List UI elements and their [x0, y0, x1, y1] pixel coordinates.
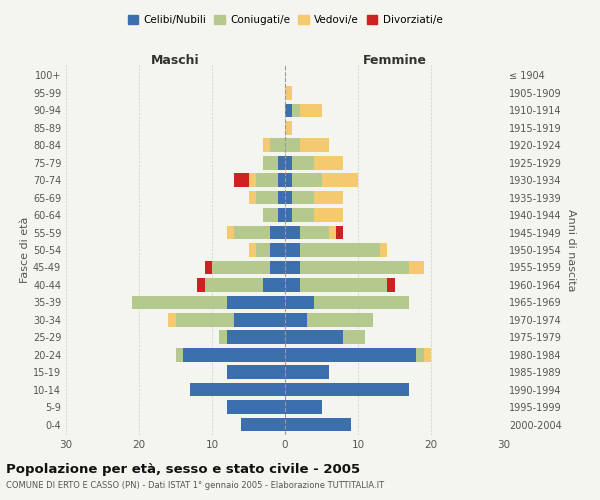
Bar [271, 138, 285, 152]
Bar [285, 191, 292, 204]
Bar [424, 348, 431, 362]
Bar [197, 278, 205, 291]
Bar [176, 348, 183, 362]
Bar [285, 366, 329, 379]
Bar [278, 191, 285, 204]
Bar [190, 383, 285, 396]
Bar [314, 296, 409, 309]
Bar [256, 174, 278, 187]
Bar [227, 226, 234, 239]
Bar [278, 156, 285, 170]
Bar [336, 226, 343, 239]
Bar [285, 400, 322, 414]
Bar [263, 278, 285, 291]
Bar [227, 296, 285, 309]
Bar [322, 174, 358, 187]
Bar [299, 138, 329, 152]
Bar [292, 208, 314, 222]
Bar [285, 243, 299, 257]
Bar [285, 138, 299, 152]
Bar [271, 260, 285, 274]
Bar [271, 243, 285, 257]
Text: Femmine: Femmine [362, 54, 427, 66]
Bar [256, 243, 271, 257]
Bar [329, 226, 336, 239]
Bar [234, 174, 248, 187]
Bar [285, 156, 292, 170]
Bar [256, 191, 278, 204]
Bar [314, 208, 343, 222]
Legend: Celibi/Nubili, Coniugati/e, Vedovi/e, Divorziati/e: Celibi/Nubili, Coniugati/e, Vedovi/e, Di… [124, 11, 446, 30]
Bar [292, 174, 322, 187]
Bar [409, 260, 424, 274]
Bar [285, 348, 416, 362]
Bar [227, 366, 285, 379]
Bar [285, 418, 350, 432]
Text: Popolazione per età, sesso e stato civile - 2005: Popolazione per età, sesso e stato civil… [6, 462, 360, 475]
Bar [271, 226, 285, 239]
Bar [285, 104, 292, 117]
Bar [278, 208, 285, 222]
Bar [212, 260, 271, 274]
Bar [168, 313, 176, 326]
Bar [263, 156, 278, 170]
Bar [299, 278, 387, 291]
Bar [314, 156, 343, 170]
Bar [285, 86, 292, 100]
Bar [227, 330, 285, 344]
Bar [292, 104, 299, 117]
Bar [314, 191, 343, 204]
Bar [234, 226, 271, 239]
Bar [285, 313, 307, 326]
Bar [205, 260, 212, 274]
Bar [299, 260, 409, 274]
Y-axis label: Anni di nascita: Anni di nascita [566, 209, 575, 291]
Bar [263, 208, 278, 222]
Bar [285, 260, 299, 274]
Bar [205, 278, 263, 291]
Bar [248, 191, 256, 204]
Bar [285, 278, 299, 291]
Bar [183, 348, 285, 362]
Bar [278, 174, 285, 187]
Bar [292, 156, 314, 170]
Bar [285, 383, 409, 396]
Bar [307, 313, 373, 326]
Bar [234, 313, 285, 326]
Bar [343, 330, 365, 344]
Bar [299, 243, 380, 257]
Bar [248, 243, 256, 257]
Bar [285, 121, 292, 134]
Bar [227, 400, 285, 414]
Bar [285, 330, 343, 344]
Bar [220, 330, 227, 344]
Bar [248, 174, 256, 187]
Bar [285, 296, 314, 309]
Bar [299, 226, 329, 239]
Text: Maschi: Maschi [151, 54, 200, 66]
Bar [416, 348, 424, 362]
Bar [241, 418, 285, 432]
Bar [263, 138, 271, 152]
Bar [292, 191, 314, 204]
Bar [380, 243, 387, 257]
Y-axis label: Fasce di età: Fasce di età [20, 217, 30, 283]
Text: COMUNE DI ERTO E CASSO (PN) - Dati ISTAT 1° gennaio 2005 - Elaborazione TUTTITAL: COMUNE DI ERTO E CASSO (PN) - Dati ISTAT… [6, 481, 384, 490]
Bar [299, 104, 322, 117]
Bar [132, 296, 227, 309]
Bar [285, 226, 299, 239]
Bar [285, 208, 292, 222]
Bar [285, 174, 292, 187]
Bar [387, 278, 395, 291]
Bar [176, 313, 234, 326]
